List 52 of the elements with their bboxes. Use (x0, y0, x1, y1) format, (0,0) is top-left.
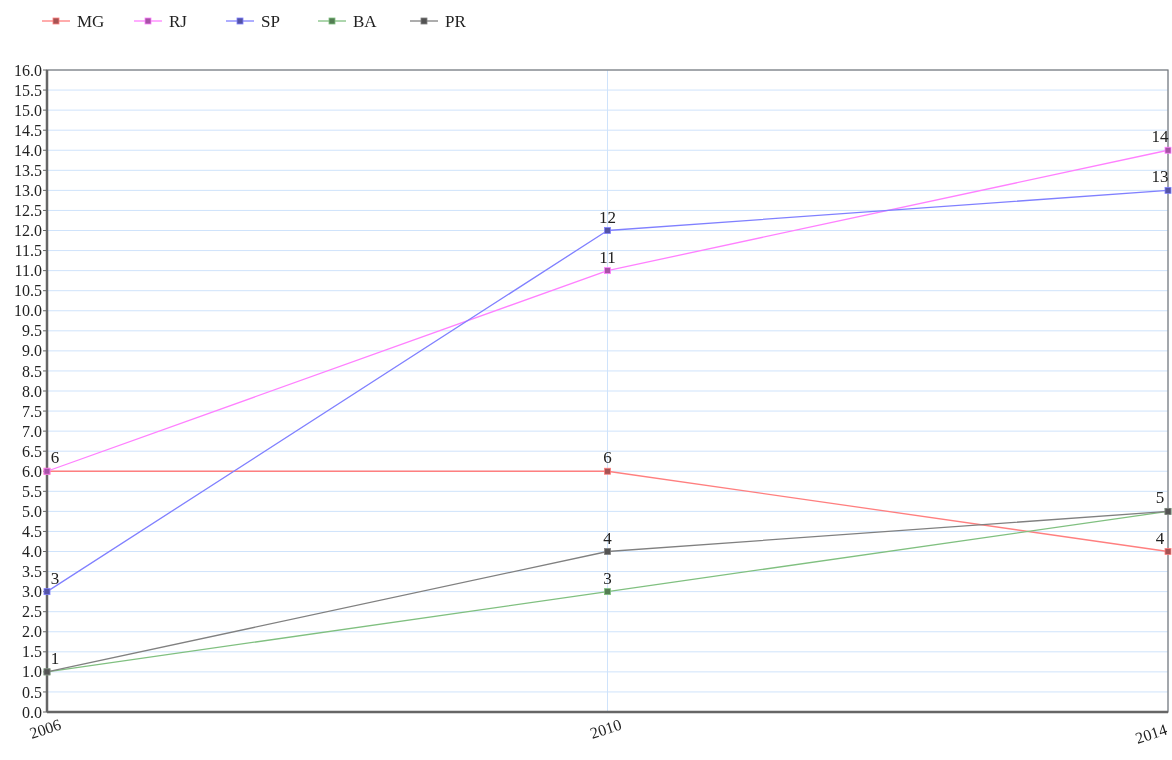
y-tick-label: 10.0 (14, 302, 42, 320)
y-tick-label: 2.0 (22, 623, 42, 641)
y-tick-label: 6.5 (22, 442, 42, 460)
y-tick-label: 1.0 (22, 663, 42, 681)
y-tick-label: 9.5 (22, 322, 42, 340)
data-label: 13 (1151, 167, 1169, 187)
y-tick-label: 10.5 (14, 282, 42, 300)
y-tick-label: 11.0 (14, 262, 42, 280)
y-tick-label: 8.0 (22, 382, 42, 400)
y-tick-label: 4.5 (22, 523, 42, 541)
legend-label: SP (261, 11, 280, 31)
y-tick-label: 4.0 (22, 543, 42, 561)
data-label: 6 (603, 448, 612, 468)
y-tick-label: 13.5 (14, 161, 42, 179)
y-tick-label: 7.0 (22, 422, 42, 440)
data-label: 6 (50, 448, 60, 468)
data-label: 11 (599, 247, 616, 267)
y-tick-label: 8.5 (22, 362, 42, 380)
y-tick-label: 6.0 (22, 462, 42, 480)
y-tick-label: 0.0 (22, 703, 42, 721)
legend-label: BA (353, 11, 378, 31)
legend-label: RJ (169, 11, 188, 31)
y-tick-label: 12.5 (14, 202, 42, 220)
y-tick-label: 5.0 (22, 502, 42, 520)
y-tick-label: 15.5 (14, 81, 42, 99)
y-tick-label: 2.5 (22, 603, 42, 621)
y-tick-label: 5.5 (22, 482, 42, 500)
y-tick-label: 16.0 (14, 61, 42, 79)
legend-label: PR (445, 11, 467, 31)
data-label: 3 (603, 568, 612, 588)
x-tick-label: 2010 (587, 715, 624, 742)
data-label: 4 (1155, 528, 1165, 548)
data-label: 4 (603, 528, 613, 548)
y-tick-label: 3.0 (22, 583, 42, 601)
y-tick-label: 0.5 (22, 683, 42, 701)
data-label: 14 (1151, 127, 1169, 147)
y-tick-label: 14.5 (14, 121, 42, 139)
y-tick-label: 9.0 (22, 342, 42, 360)
data-label: 1 (50, 648, 60, 668)
y-tick-label: 12.0 (14, 222, 42, 240)
y-tick-label: 3.5 (22, 563, 42, 581)
y-tick-label: 7.5 (22, 402, 42, 420)
legend-label: MG (77, 11, 105, 31)
data-label: 12 (599, 207, 616, 227)
data-label: 5 (1155, 488, 1165, 508)
y-tick-label: 1.5 (22, 643, 42, 661)
data-label: 3 (50, 568, 60, 588)
x-tick-label: 2014 (1133, 720, 1169, 747)
y-tick-label: 15.0 (14, 101, 42, 119)
y-tick-label: 14.0 (14, 141, 42, 159)
y-tick-label: 13.0 (14, 181, 42, 199)
y-tick-label: 11.5 (14, 242, 42, 260)
